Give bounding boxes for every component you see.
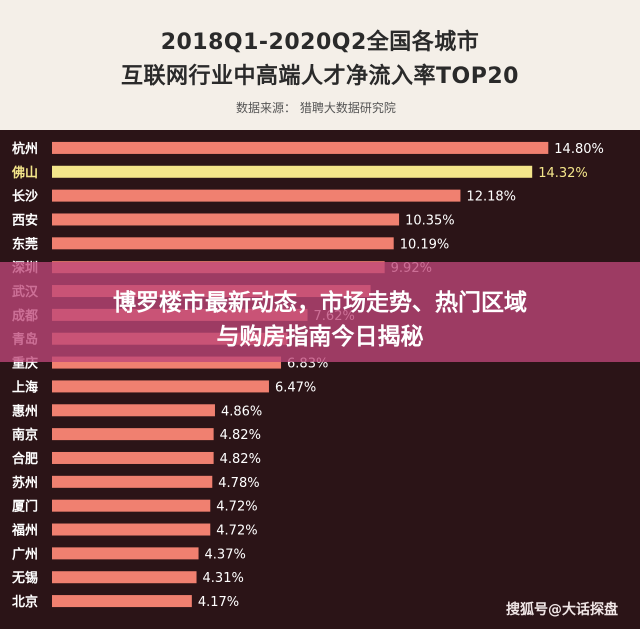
value-label: 4.72% (216, 500, 257, 515)
value-label: 4.17% (198, 595, 239, 610)
value-label: 10.35% (405, 213, 455, 228)
value-label: 4.82% (220, 428, 261, 443)
bar (52, 380, 269, 393)
value-label: 4.31% (203, 571, 244, 586)
bar (52, 523, 211, 536)
article-title-line1: 博罗楼市最新动态，市场走势、热门区域 (113, 290, 527, 316)
bar (52, 165, 533, 178)
category-label: 佛山 (11, 165, 38, 181)
value-label: 12.18% (466, 190, 516, 205)
bar (52, 571, 197, 584)
bar-chart: 杭州 14.80% 佛山 14.32% 长沙 12.18% 西安 10.35% 东莞 10.19%… (11, 141, 604, 610)
category-label: 杭州 (12, 141, 38, 157)
chart-header: 2018Q1-2020Q2全国各城市 互联网行业中高端人才净流入率TOP20 数… (0, 0, 640, 130)
category-label: 无锡 (11, 570, 38, 586)
category-label: 西安 (12, 212, 38, 228)
bar (52, 404, 215, 417)
chart-title-line2: 互联网行业中高端人才净流入率TOP20 (121, 64, 519, 89)
chart-title-line1: 2018Q1-2020Q2全国各城市 (160, 30, 480, 55)
category-label: 合肥 (12, 451, 38, 467)
value-label: 4.72% (216, 524, 257, 539)
value-label: 6.47% (275, 380, 316, 395)
category-label: 东莞 (12, 236, 38, 252)
bar (52, 213, 400, 226)
category-label: 上海 (12, 379, 38, 395)
category-label: 南京 (12, 427, 38, 443)
bar (52, 499, 211, 512)
category-label: 苏州 (12, 475, 38, 491)
value-label: 14.32% (538, 166, 588, 181)
bar (52, 428, 214, 441)
category-label: 北京 (12, 594, 38, 610)
value-label: 4.37% (205, 547, 246, 562)
value-label: 4.82% (220, 452, 261, 467)
value-label: 4.86% (221, 404, 262, 419)
category-label: 长沙 (12, 189, 38, 205)
data-source: 数据来源： 猎聘大数据研究院 (236, 101, 396, 115)
category-label: 厦门 (12, 499, 38, 515)
bar (52, 237, 394, 250)
value-label: 10.19% (400, 237, 450, 252)
bar (52, 189, 461, 202)
bar (52, 475, 213, 488)
value-label: 4.78% (218, 476, 259, 491)
bar (52, 595, 192, 608)
category-label: 福州 (11, 523, 38, 539)
article-title-line2: 与购房指南今日揭秘 (216, 324, 424, 350)
category-label: 惠州 (12, 403, 38, 419)
bar (52, 547, 199, 560)
category-label: 广州 (12, 546, 38, 562)
watermark: 搜狐号@大话探盘 (506, 602, 618, 618)
value-label: 14.80% (554, 142, 604, 157)
bar (52, 451, 214, 464)
bar (52, 141, 549, 154)
article-title-banner (0, 262, 640, 362)
